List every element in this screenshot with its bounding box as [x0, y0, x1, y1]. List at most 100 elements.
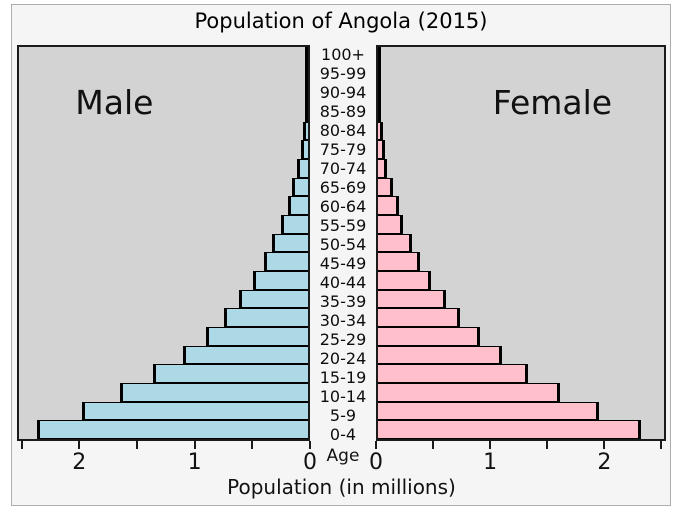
bar-row	[378, 308, 664, 328]
x-tick-mark	[20, 441, 23, 449]
bar-row	[378, 103, 664, 122]
x-tick-mark	[660, 441, 663, 449]
bar-row	[19, 215, 308, 234]
female-bar-5-9	[378, 401, 599, 421]
bar-row	[378, 289, 664, 309]
female-bar-55-59	[378, 215, 403, 234]
bar-row	[19, 252, 308, 272]
bar-row	[19, 47, 308, 66]
age-tick-label: 45-49	[319, 254, 367, 273]
female-bar-20-24	[378, 345, 502, 365]
bar-row	[19, 196, 308, 216]
male-bar-45-49	[263, 252, 308, 272]
male-bar-75-79	[301, 140, 308, 160]
x-tick-mark	[135, 441, 138, 449]
bar-row	[19, 364, 308, 384]
male-panel: Male	[17, 45, 310, 441]
bar-row	[19, 401, 308, 421]
x-tick-mark	[309, 441, 311, 449]
female-bar-40-44	[378, 271, 431, 290]
x-tick-mark	[375, 441, 377, 449]
bar-row	[19, 271, 308, 290]
bar-row	[19, 420, 308, 440]
female-bar-100+	[378, 47, 381, 66]
male-bar-95-99	[305, 65, 308, 85]
male-bar-25-29	[205, 327, 308, 346]
age-tick-label: 75-79	[319, 140, 367, 159]
x-tick-mark	[489, 441, 492, 449]
male-bar-30-34	[223, 308, 308, 328]
female-bar-90-94	[378, 84, 381, 104]
x-tick-mark	[251, 441, 254, 449]
bar-row	[378, 252, 664, 272]
bar-row	[19, 233, 308, 253]
bar-row	[378, 420, 664, 440]
age-tick-label: 50-54	[319, 235, 367, 254]
female-bar-30-34	[378, 308, 461, 328]
age-tick-label: 95-99	[319, 64, 367, 83]
female-series-label: Female	[492, 83, 613, 122]
bar-row	[378, 140, 664, 160]
male-bar-35-39	[238, 289, 308, 309]
female-bar-85-89	[378, 103, 381, 122]
bar-row	[19, 121, 308, 141]
male-bar-65-69	[292, 177, 308, 197]
age-tick-label: 80-84	[319, 121, 367, 140]
age-tick-label: 5-9	[329, 406, 357, 425]
female-bar-15-19	[378, 364, 528, 384]
bar-row	[378, 383, 664, 402]
x-tick-mark	[603, 441, 606, 449]
age-tick-label: 10-14	[319, 387, 367, 406]
age-tick-label: 55-59	[319, 216, 367, 235]
age-axis-caption-cell: Age	[310, 441, 376, 481]
bar-row	[378, 364, 664, 384]
x-tick-label: 1	[483, 450, 498, 475]
x-tick-label: 2	[597, 450, 612, 475]
male-bars	[19, 47, 308, 440]
bar-row	[378, 215, 664, 234]
age-tick-label: 25-29	[319, 330, 367, 349]
female-bar-25-29	[378, 327, 481, 346]
age-axis-label: Age	[326, 446, 360, 466]
female-x-ticks: 0 1 2	[369, 441, 666, 481]
x-axis: 0 1 2 Age 0 1 2	[17, 441, 666, 481]
male-bar-55-59	[280, 215, 308, 234]
female-bar-0-4	[378, 420, 642, 440]
bar-row	[378, 233, 664, 253]
male-bar-50-54	[271, 233, 308, 253]
bar-row	[378, 271, 664, 290]
male-bar-80-84	[303, 121, 308, 141]
x-tick-label: 0	[303, 450, 317, 475]
male-bar-100+	[305, 47, 308, 66]
x-axis-title: Population (in millions)	[227, 475, 456, 499]
x-tick-label: 2	[72, 450, 87, 475]
male-bar-90-94	[305, 84, 308, 104]
female-bar-45-49	[378, 252, 420, 272]
age-tick-label: 85-89	[319, 102, 367, 121]
female-bar-35-39	[378, 289, 446, 309]
female-bar-80-84	[378, 121, 383, 141]
bar-row	[378, 84, 664, 104]
age-tick-label: 15-19	[319, 368, 367, 387]
age-tick-label: 60-64	[319, 197, 367, 216]
bar-row	[19, 140, 308, 160]
age-tick-label: 20-24	[319, 349, 367, 368]
age-tick-label: 35-39	[319, 292, 367, 311]
male-bar-5-9	[81, 401, 308, 421]
bar-row	[19, 159, 308, 178]
bar-row	[378, 327, 664, 346]
bar-row	[19, 177, 308, 197]
male-bar-70-74	[296, 159, 308, 178]
age-tick-label: 100+	[321, 45, 365, 64]
bar-row	[378, 65, 664, 85]
x-tick-label: 0	[369, 450, 383, 475]
age-tick-label: 70-74	[319, 159, 367, 178]
age-tick-label: 90-94	[319, 83, 367, 102]
x-tick-mark	[193, 441, 196, 449]
male-bar-0-4	[37, 420, 308, 440]
bar-row	[378, 196, 664, 216]
female-bars	[378, 47, 664, 440]
x-tick-mark	[78, 441, 81, 449]
bar-row	[378, 401, 664, 421]
